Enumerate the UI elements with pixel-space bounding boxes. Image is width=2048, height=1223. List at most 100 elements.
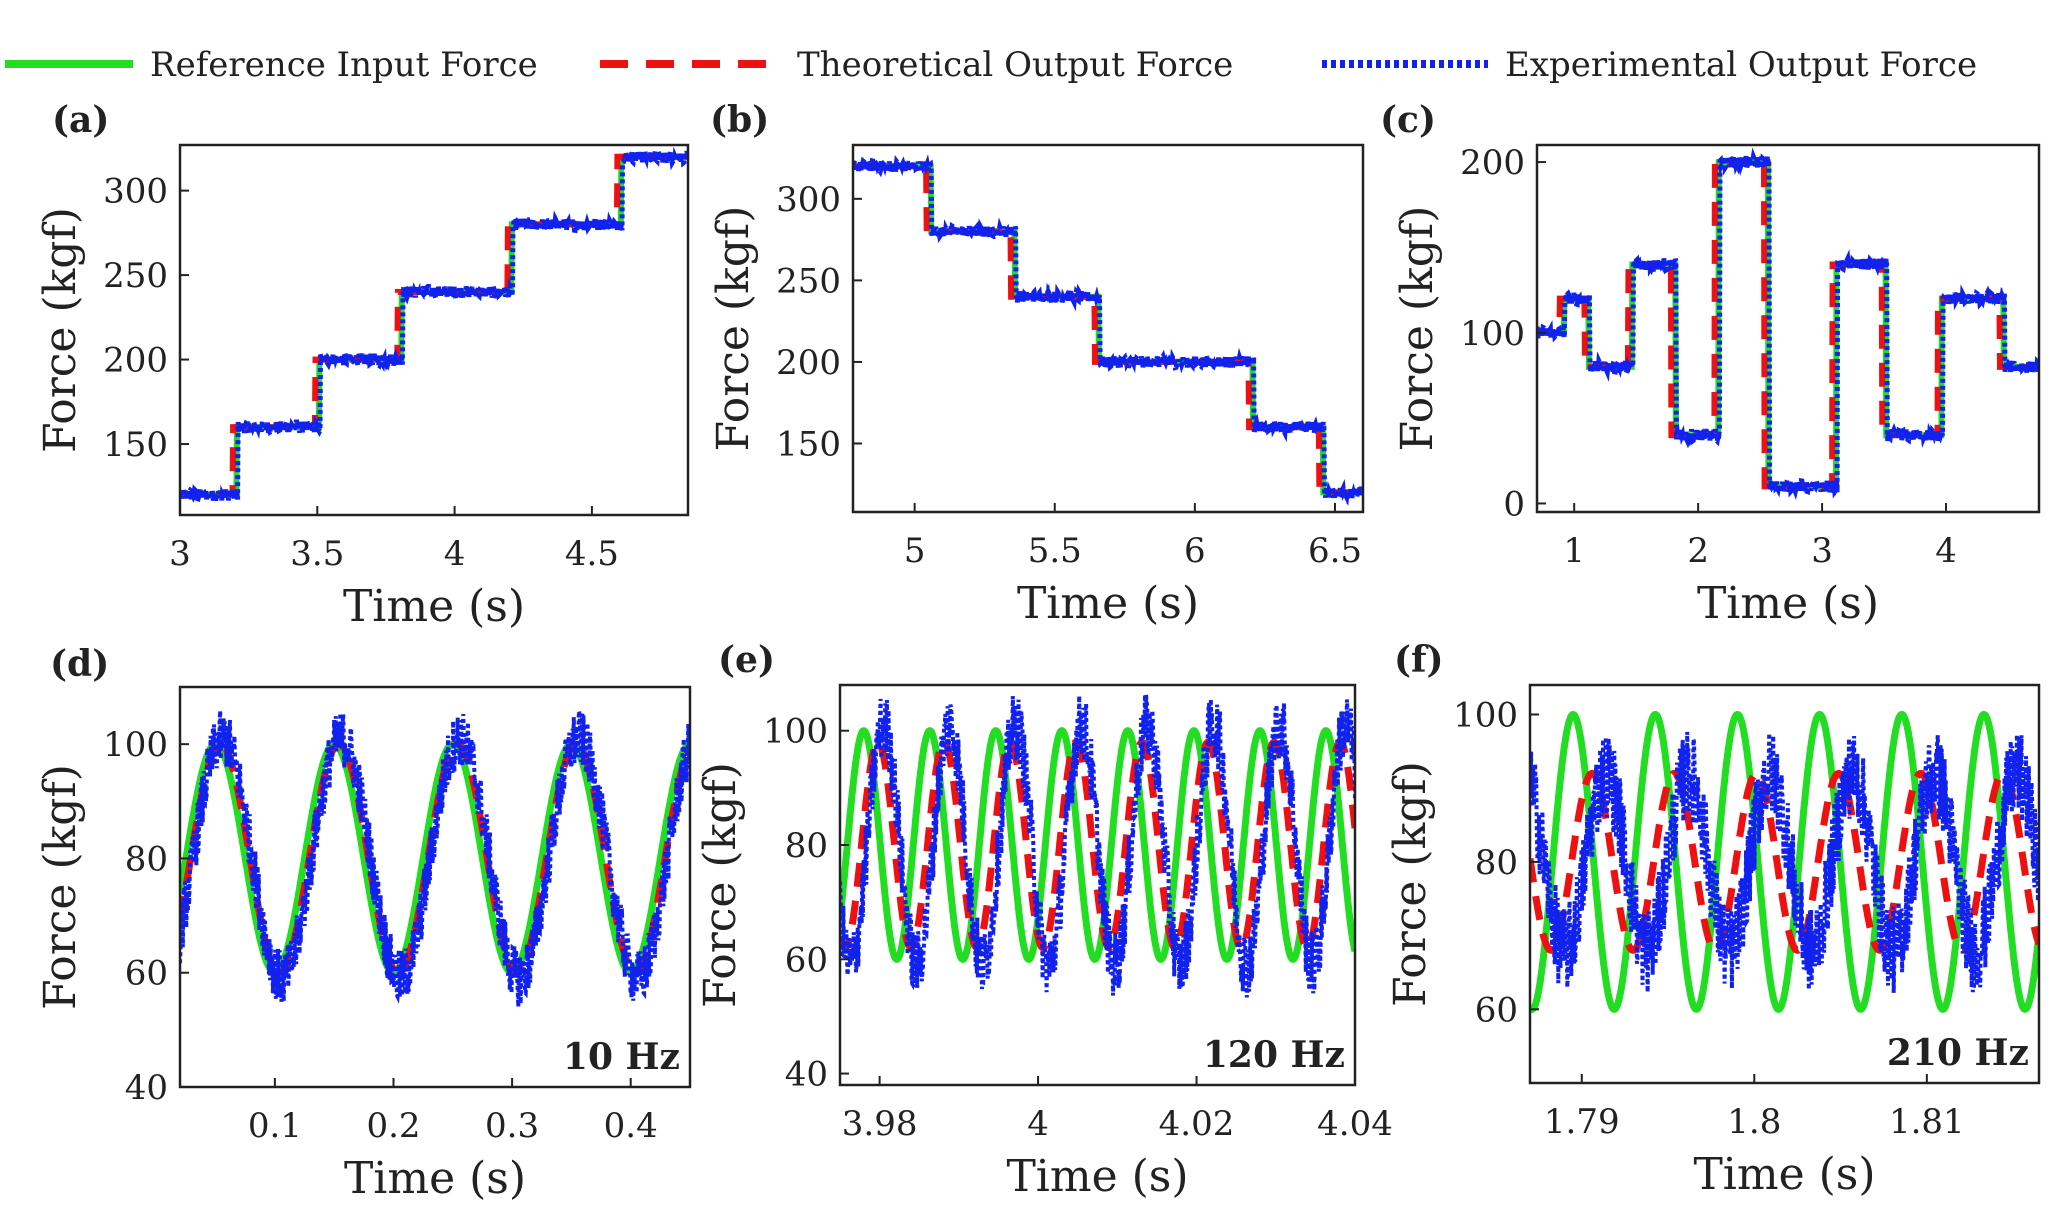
x-tick-label: 4 xyxy=(1935,531,1957,571)
series-reference-line xyxy=(1530,710,2039,1013)
y-tick-label: 200 xyxy=(776,343,841,383)
series-theoretical-line xyxy=(840,738,1355,952)
y-tick-label: 300 xyxy=(103,172,168,212)
panel-c: (c) 1 2 3 4 0 100 200 Time (s) Force (kgf) xyxy=(1380,99,2041,629)
y-tick-label: 80 xyxy=(125,839,168,879)
x-tick-label: 1.8 xyxy=(1727,1102,1781,1142)
frequency-annotation: 10 Hz xyxy=(563,1036,680,1078)
plot-area xyxy=(180,710,690,1007)
x-axis-label: Time (s) xyxy=(344,1153,526,1204)
x-tick-label: 0.4 xyxy=(604,1106,658,1146)
series-reference-line xyxy=(1537,159,2039,490)
axes-frame xyxy=(851,143,1365,514)
y-tick-label: 200 xyxy=(103,341,168,381)
y-tick-label: 60 xyxy=(1475,990,1518,1030)
y-axis-label: Force (kgf) xyxy=(708,206,759,452)
x-tick-label: 3 xyxy=(1811,531,1833,571)
x-tick-label: 3 xyxy=(169,534,191,574)
x-tick-label: 2 xyxy=(1687,531,1709,571)
panel-label: (a) xyxy=(52,99,109,141)
panel-label: (f) xyxy=(1394,639,1444,681)
series-experimental-line xyxy=(840,694,1355,998)
y-tick-label: 300 xyxy=(776,180,841,220)
y-tick-label: 40 xyxy=(125,1068,168,1108)
x-tick-label: 0.3 xyxy=(485,1106,539,1146)
frequency-annotation: 120 Hz xyxy=(1203,1034,1345,1076)
y-axis-label: Force (kgf) xyxy=(35,764,86,1010)
y-tick-label: 0 xyxy=(1503,484,1525,524)
y-axis-label: Force (kgf) xyxy=(35,207,86,453)
panel-b: (b) 5 5.5 6 6.5 150 200 250 300 Time (s) Force (k… xyxy=(708,99,1365,629)
x-tick-label: 4 xyxy=(1027,1104,1049,1144)
x-tick-label: 3.5 xyxy=(290,534,344,574)
series-experimental-line xyxy=(1530,731,2039,993)
x-tick-label: 0.1 xyxy=(248,1106,302,1146)
legend-experimental-label: Experimental Output Force xyxy=(1505,45,1977,85)
x-tick-label: 5 xyxy=(904,531,926,571)
y-tick-label: 100 xyxy=(103,725,168,765)
series-theoretical-line xyxy=(853,163,1363,496)
panel-d: (d) 0.1 0.2 0.3 0.4 40 60 80 100 Time (s) Force (… xyxy=(35,643,692,1204)
x-axis-label: Time (s) xyxy=(1693,1149,1875,1200)
y-tick-label: 100 xyxy=(1453,695,1518,735)
x-tick-label: 4 xyxy=(444,534,466,574)
legend-reference-label: Reference Input Force xyxy=(150,45,538,85)
y-tick-label: 250 xyxy=(103,256,168,296)
x-axis-label: Time (s) xyxy=(1017,578,1199,629)
x-tick-label: 1.79 xyxy=(1544,1102,1620,1142)
plot-area xyxy=(1530,710,2039,1013)
y-tick-label: 80 xyxy=(785,826,828,866)
axes-frame xyxy=(178,685,692,1089)
y-tick-label: 200 xyxy=(1460,143,1525,183)
panel-e: (e) 3.98 4 4.02 4.04 40 60 80 100 Time (s) Force … xyxy=(695,639,1393,1202)
frequency-annotation: 210 Hz xyxy=(1887,1032,2029,1074)
y-tick-label: 250 xyxy=(776,261,841,301)
x-tick-label: 4.02 xyxy=(1159,1104,1235,1144)
y-tick-label: 150 xyxy=(776,424,841,464)
plot-area xyxy=(1537,147,2039,501)
x-tick-label: 4.5 xyxy=(565,534,619,574)
axes-frame xyxy=(178,143,690,517)
series-experimental-line xyxy=(180,145,688,504)
panel-label: (d) xyxy=(50,643,109,685)
series-theoretical-line xyxy=(180,153,688,498)
series-experimental-line xyxy=(853,152,1363,507)
panel-label: (b) xyxy=(710,99,769,141)
panel-label: (e) xyxy=(718,639,775,681)
panel-f: (f) 1.79 1.8 1.81 60 80 100 Time (s) Force (kgf… xyxy=(1385,639,2041,1200)
plot-area xyxy=(853,152,1363,507)
plot-area xyxy=(840,694,1355,998)
series-theoretical-line xyxy=(1537,159,2039,490)
x-tick-label: 1 xyxy=(1563,531,1585,571)
x-axis-label: Time (s) xyxy=(343,581,525,632)
axes-frame xyxy=(838,683,1357,1087)
x-tick-label: 4.04 xyxy=(1317,1104,1393,1144)
y-axis-label: Force (kgf) xyxy=(1392,206,1443,452)
panel-label: (c) xyxy=(1380,99,1436,141)
y-tick-label: 100 xyxy=(1460,314,1525,354)
series-experimental-line xyxy=(1537,147,2039,501)
x-tick-label: 1.81 xyxy=(1889,1102,1965,1142)
y-axis-label: Force (kgf) xyxy=(1385,761,1436,1007)
axes-frame xyxy=(1535,143,2041,514)
y-tick-label: 60 xyxy=(785,940,828,980)
x-axis-label: Time (s) xyxy=(1697,578,1879,629)
panel-a: (a) 3 3.5 4 4.5 150 200 250 300 Time (s) Force (k… xyxy=(35,99,690,632)
x-tick-label: 5.5 xyxy=(1028,531,1082,571)
y-tick-label: 150 xyxy=(103,425,168,465)
x-tick-label: 3.98 xyxy=(842,1104,918,1144)
y-tick-label: 60 xyxy=(125,954,168,994)
y-axis-label: Force (kgf) xyxy=(695,762,746,1008)
y-tick-label: 80 xyxy=(1475,843,1518,883)
legend: Reference Input Force Theoretical Output… xyxy=(5,45,1977,85)
x-axis-label: Time (s) xyxy=(1006,1151,1188,1202)
series-theoretical-line xyxy=(1530,769,2039,954)
plot-area xyxy=(180,145,688,504)
x-tick-label: 0.2 xyxy=(366,1106,420,1146)
series-reference-line xyxy=(180,153,688,498)
legend-theoretical-label: Theoretical Output Force xyxy=(797,45,1233,85)
x-tick-label: 6.5 xyxy=(1308,531,1362,571)
y-tick-label: 40 xyxy=(785,1055,828,1095)
series-experimental-line xyxy=(180,710,690,1007)
